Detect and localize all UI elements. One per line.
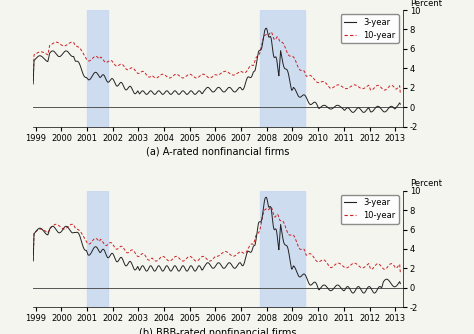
Text: Percent: Percent <box>410 179 442 188</box>
Bar <box>87 191 109 307</box>
Legend: 3-year, 10-year: 3-year, 10-year <box>341 14 399 43</box>
X-axis label: (b) BBB-rated nonfinancial firms: (b) BBB-rated nonfinancial firms <box>139 327 297 334</box>
Bar <box>260 10 305 127</box>
Bar <box>260 191 305 307</box>
Text: Percent: Percent <box>410 0 442 8</box>
Bar <box>87 10 109 127</box>
Legend: 3-year, 10-year: 3-year, 10-year <box>341 195 399 224</box>
X-axis label: (a) A-rated nonfinancial firms: (a) A-rated nonfinancial firms <box>146 147 290 157</box>
